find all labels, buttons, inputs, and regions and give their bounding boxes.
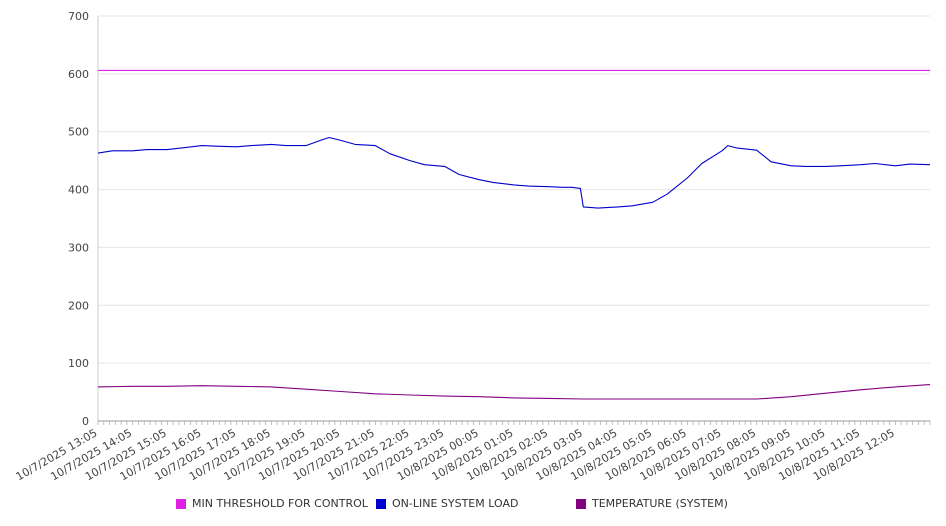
grid-lines (98, 15, 930, 364)
legend-item[interactable]: TEMPERATURE (SYSTEM) (576, 497, 728, 510)
legend-label: ON-LINE SYSTEM LOAD (392, 497, 519, 510)
series-line-2 (97, 384, 931, 400)
series-line-1 (97, 136, 931, 209)
y-tick-label: 400 (68, 184, 89, 197)
y-tick-label: 200 (68, 299, 89, 312)
y-tick-label: 500 (68, 126, 89, 139)
y-tick-label: 300 (68, 241, 89, 254)
series-lines (97, 69, 931, 400)
legend-swatch (576, 498, 586, 509)
y-axis-tick-labels: 0 100 200 300 400 500 600 700 (68, 10, 89, 428)
y-tick-label: 600 (68, 68, 89, 81)
legend-label: TEMPERATURE (SYSTEM) (592, 497, 728, 510)
legend-swatch (376, 498, 386, 509)
y-tick-label: 0 (82, 415, 89, 428)
legend-label: MIN THRESHOLD FOR CONTROL (192, 497, 368, 510)
legend-item[interactable]: MIN THRESHOLD FOR CONTROL (176, 497, 368, 510)
y-tick-label: 100 (68, 357, 89, 370)
y-tick-label: 700 (68, 10, 89, 23)
legend: MIN THRESHOLD FOR CONTROL ON-LINE SYSTEM … (0, 497, 946, 515)
axes (97, 16, 931, 425)
legend-item[interactable]: ON-LINE SYSTEM LOAD (376, 497, 518, 510)
legend-swatch (176, 498, 186, 509)
